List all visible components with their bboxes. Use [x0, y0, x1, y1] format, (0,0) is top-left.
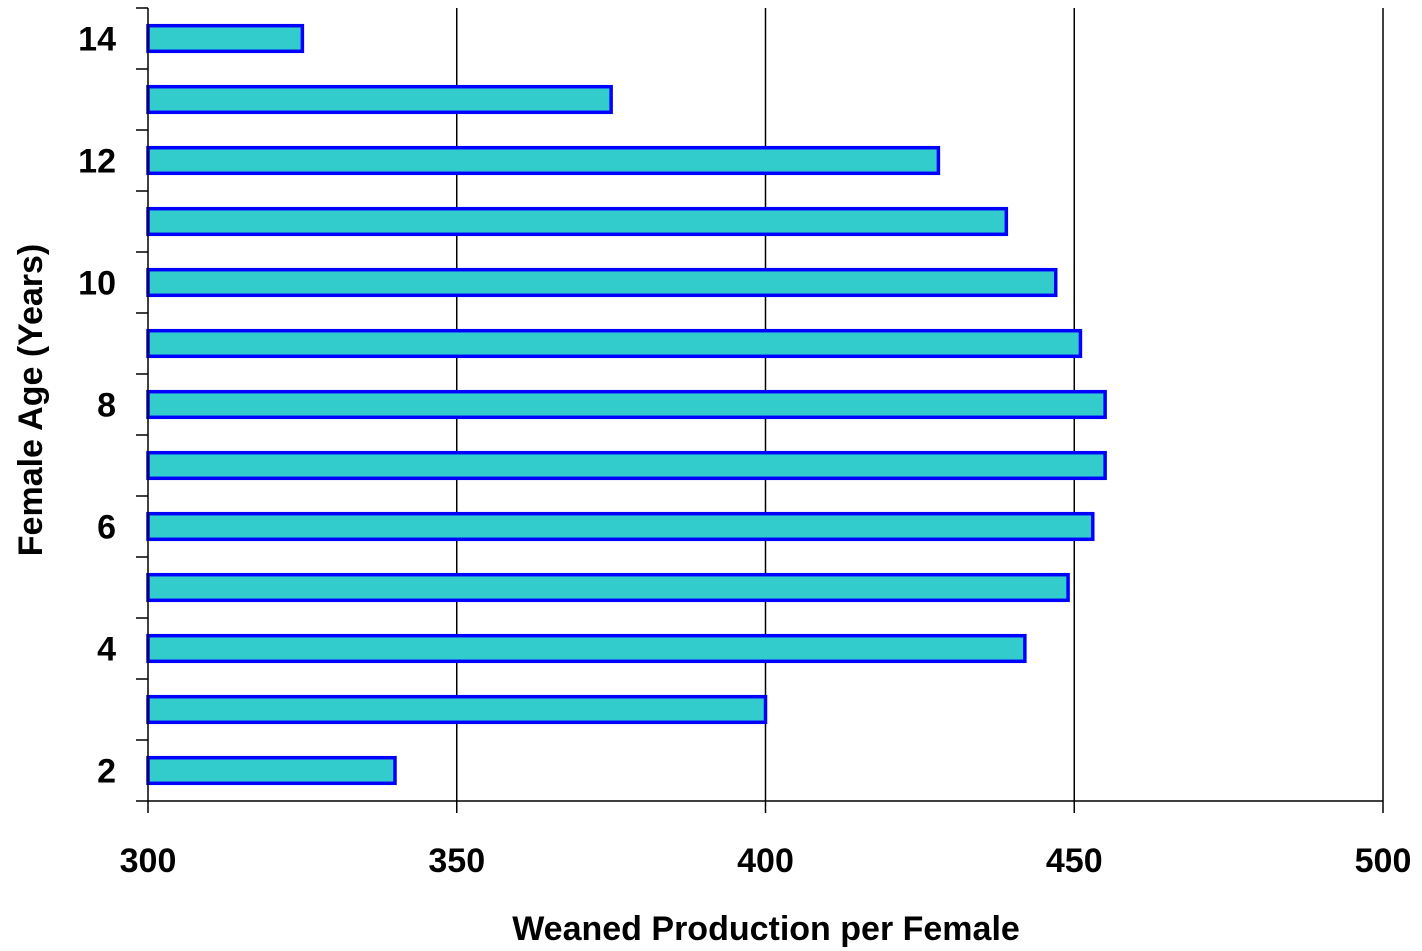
bar-age-10 [146, 267, 1058, 298]
x-tick-label-500: 500 [1355, 842, 1412, 880]
y-tick-label-4: 4 [97, 631, 116, 669]
bar-age-4 [146, 633, 1027, 664]
y-tick-label-12: 12 [78, 143, 116, 181]
y-tick-label-6: 6 [97, 509, 116, 547]
bar-age-3 [146, 694, 768, 725]
y-tick-label-2: 2 [97, 753, 116, 791]
axes [136, 7, 1384, 813]
tick-labels: 2 4 6 8 10 12 14 300 350 400 450 500 [78, 21, 1411, 881]
x-tick-label-450: 450 [1046, 842, 1103, 880]
bar-age-9 [146, 328, 1083, 359]
x-axis-title: Weaned Production per Female [512, 910, 1020, 948]
y-tick-label-14: 14 [78, 21, 116, 59]
x-tick-label-350: 350 [428, 842, 485, 880]
bar-age-8 [146, 389, 1107, 420]
x-tick-label-400: 400 [737, 842, 794, 880]
bar-age-12 [146, 145, 941, 176]
y-tick-label-8: 8 [97, 387, 116, 425]
bar-age-14 [146, 23, 305, 54]
bar-age-6 [146, 511, 1095, 542]
bar-age-2 [146, 755, 397, 786]
bar-age-11 [146, 206, 1009, 237]
y-axis-title: Female Age (Years) [12, 244, 50, 556]
bar-age-5 [146, 572, 1070, 603]
x-tick-label-300: 300 [120, 842, 177, 880]
y-tick-label-10: 10 [78, 265, 116, 303]
bar-age-7 [146, 450, 1107, 481]
bars [146, 23, 1107, 786]
bar-age-13 [146, 84, 613, 115]
